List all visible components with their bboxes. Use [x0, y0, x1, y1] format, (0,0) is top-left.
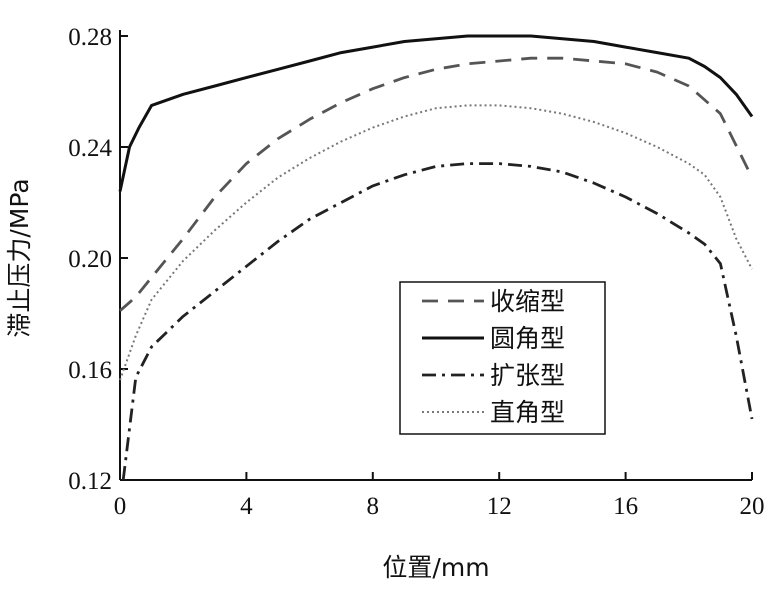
y-tick-label: 0.24: [68, 135, 112, 162]
y-tick-label: 0.12: [68, 468, 112, 495]
y-tick-label: 0.28: [68, 24, 112, 51]
x-tick-label: 8: [367, 493, 380, 520]
series-line-3: [121, 162, 754, 481]
series-line-2: [118, 34, 754, 192]
legend-label: 圆角型: [490, 324, 565, 353]
series-line-1: [119, 56, 754, 312]
axes: [119, 30, 752, 481]
series-group: [118, 34, 754, 481]
legend-label: 扩张型: [490, 361, 565, 390]
ticks: 0 4 8 12 16 20 0.12 0.16 0.20 0.24 0.28: [68, 24, 764, 520]
y-tick-label: 0.16: [68, 357, 112, 384]
x-tick-label: 0: [114, 493, 127, 520]
x-tick-label: 16: [613, 493, 638, 520]
x-tick-label: 20: [740, 493, 765, 520]
legend-box: [399, 281, 606, 435]
x-tick-label: 12: [487, 493, 512, 520]
x-tick-label: 4: [240, 493, 253, 520]
legend-label: 收缩型: [490, 287, 565, 316]
x-axis-label: 位置/mm: [382, 553, 489, 582]
y-tick-label: 0.20: [68, 246, 112, 273]
y-axis-label: 滞止压力/MPa: [5, 178, 34, 337]
legend-label: 直角型: [490, 398, 565, 427]
